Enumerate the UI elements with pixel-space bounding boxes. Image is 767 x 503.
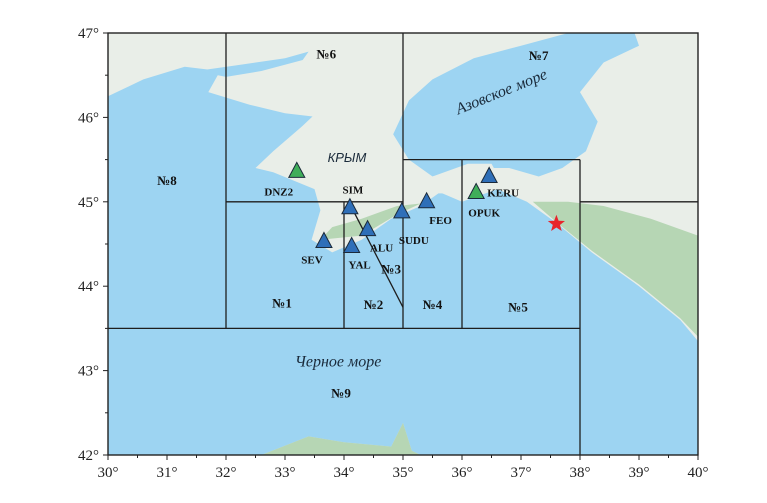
y-tick-label: 45° [78, 195, 99, 211]
station-triangle-icon [358, 219, 377, 237]
region-label: №8 [157, 173, 177, 188]
dnipro-estuary [196, 51, 309, 77]
x-tick-label: 32° [216, 465, 237, 481]
y-tick-label: 43° [78, 364, 99, 380]
station-label: SEV [301, 254, 322, 266]
region-label: №3 [381, 262, 401, 277]
x-tick-label: 39° [629, 465, 650, 481]
station-label: KERU [487, 187, 519, 199]
station-label: YAL [349, 260, 371, 272]
epicenter-star-icon [547, 214, 565, 231]
y-tick-label: 46° [78, 110, 99, 126]
station-triangle-icon [480, 166, 498, 183]
x-tick-label: 33° [275, 465, 296, 481]
station-label: FEO [429, 215, 452, 227]
caucasus-mountains [532, 201, 698, 337]
region-label: №5 [508, 300, 528, 315]
crimean-mountains [320, 203, 421, 240]
region-label: №4 [423, 297, 443, 312]
station-label: ALU [370, 243, 393, 255]
x-tick-label: 40° [688, 465, 709, 481]
crimea-land [255, 109, 499, 253]
station-label: SUDU [399, 235, 429, 247]
map-axes: 30° 31° 32° 33° 34° 35° 36° 37° 38° 39° 40° 42° 43° 4… [78, 26, 709, 481]
region-label: №2 [364, 297, 384, 312]
station-label: DNZ2 [264, 186, 293, 198]
region-label: №1 [272, 295, 292, 310]
y-tick-label: 47° [78, 26, 99, 42]
station-triangle-icon [342, 236, 361, 254]
region-label: №6 [317, 46, 337, 61]
x-tick-label: 30° [98, 465, 119, 481]
region-boundary [348, 201, 404, 308]
x-tick-label: 37° [511, 465, 532, 481]
y-tick-label: 44° [78, 279, 99, 295]
station-triangle-icon [392, 201, 411, 219]
land-label: КРЫМ [328, 150, 367, 165]
station-label: SIM [343, 185, 364, 197]
x-tick-label: 31° [157, 465, 178, 481]
x-tick-label: 34° [334, 465, 355, 481]
sea-label: Черное море [295, 353, 381, 370]
x-tick-label: 38° [570, 465, 591, 481]
turkey-coast [261, 422, 421, 455]
sea-of-azov [391, 33, 639, 177]
x-tick-label: 36° [452, 465, 473, 481]
station-triangle-icon [417, 191, 436, 209]
y-tick-label: 42° [78, 448, 99, 464]
region-label: №9 [331, 386, 351, 401]
station-triangle-icon [315, 231, 333, 248]
station-triangle-icon [341, 197, 359, 215]
station-triangle-icon [467, 182, 485, 200]
station-label: OPUK [468, 208, 500, 220]
x-tick-label: 35° [393, 465, 414, 481]
region-label: №7 [529, 48, 549, 63]
station-triangle-icon [287, 161, 306, 178]
